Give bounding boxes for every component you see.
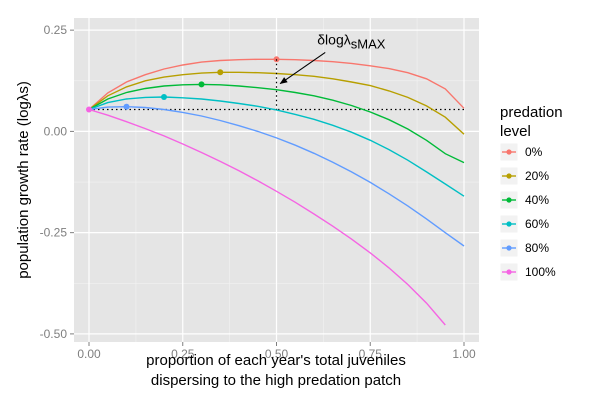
y-tick-label: 0.25 <box>44 23 68 37</box>
series-line-4 <box>88 105 465 247</box>
legend-label-3: 60% <box>525 217 549 231</box>
x-axis: 0.00 0.25 0.50 0.75 1.00 <box>77 342 476 361</box>
grid <box>74 18 479 342</box>
x-tick-label: 0.50 <box>265 347 289 361</box>
legend: 0% 20% 40% 60% 80% 100% <box>499 142 556 282</box>
x-axis-label-line1: proportion of each year's total juvenile… <box>146 352 406 369</box>
legend-point-3 <box>506 221 512 227</box>
y-tick-label: -0.25 <box>40 226 68 240</box>
legend-point-1 <box>506 173 512 179</box>
legend-title-line1: predation <box>500 104 563 121</box>
annotation-group: δlogλsMAX <box>275 31 386 110</box>
series-line-5 <box>88 108 446 326</box>
x-tick-label: 1.00 <box>452 347 476 361</box>
annotation-label-main: δlogλ <box>317 31 350 47</box>
series-max-point-1 <box>217 69 224 76</box>
series-line-2 <box>88 83 465 164</box>
y-tick-label: -0.50 <box>40 327 68 341</box>
series-max-point-5 <box>86 106 92 113</box>
legend-title-line2: level <box>500 123 531 140</box>
series-line-3 <box>88 96 465 197</box>
legend-label-0: 0% <box>525 145 543 159</box>
series-max-point-2 <box>198 81 205 88</box>
legend-point-2 <box>506 197 512 203</box>
y-tick-label: 0.00 <box>44 124 68 138</box>
series-max-point-3 <box>161 93 167 100</box>
x-tick-label: 0.25 <box>171 347 195 361</box>
x-tick-label: 0.00 <box>77 347 101 361</box>
x-axis-label-line2: dispersing to the high predation patch <box>151 372 401 389</box>
legend-point-4 <box>506 245 512 251</box>
y-axis: -0.50 -0.25 0.00 0.25 <box>40 23 74 341</box>
legend-point-5 <box>506 269 512 275</box>
legend-label-2: 40% <box>525 193 549 207</box>
annotation-label: δlogλsMAX <box>317 31 385 51</box>
x-tick-label: 0.75 <box>359 347 383 361</box>
y-axis-label: population growth rate (logλs) <box>15 81 32 279</box>
annotation-label-subscript: sMAX <box>351 36 386 51</box>
annotation-arrow <box>279 51 326 85</box>
legend-point-0 <box>506 149 512 155</box>
series-max-point-4 <box>123 103 130 110</box>
legend-label-1: 20% <box>525 169 549 183</box>
legend-label-4: 80% <box>525 241 549 255</box>
legend-label-5: 100% <box>525 265 556 279</box>
